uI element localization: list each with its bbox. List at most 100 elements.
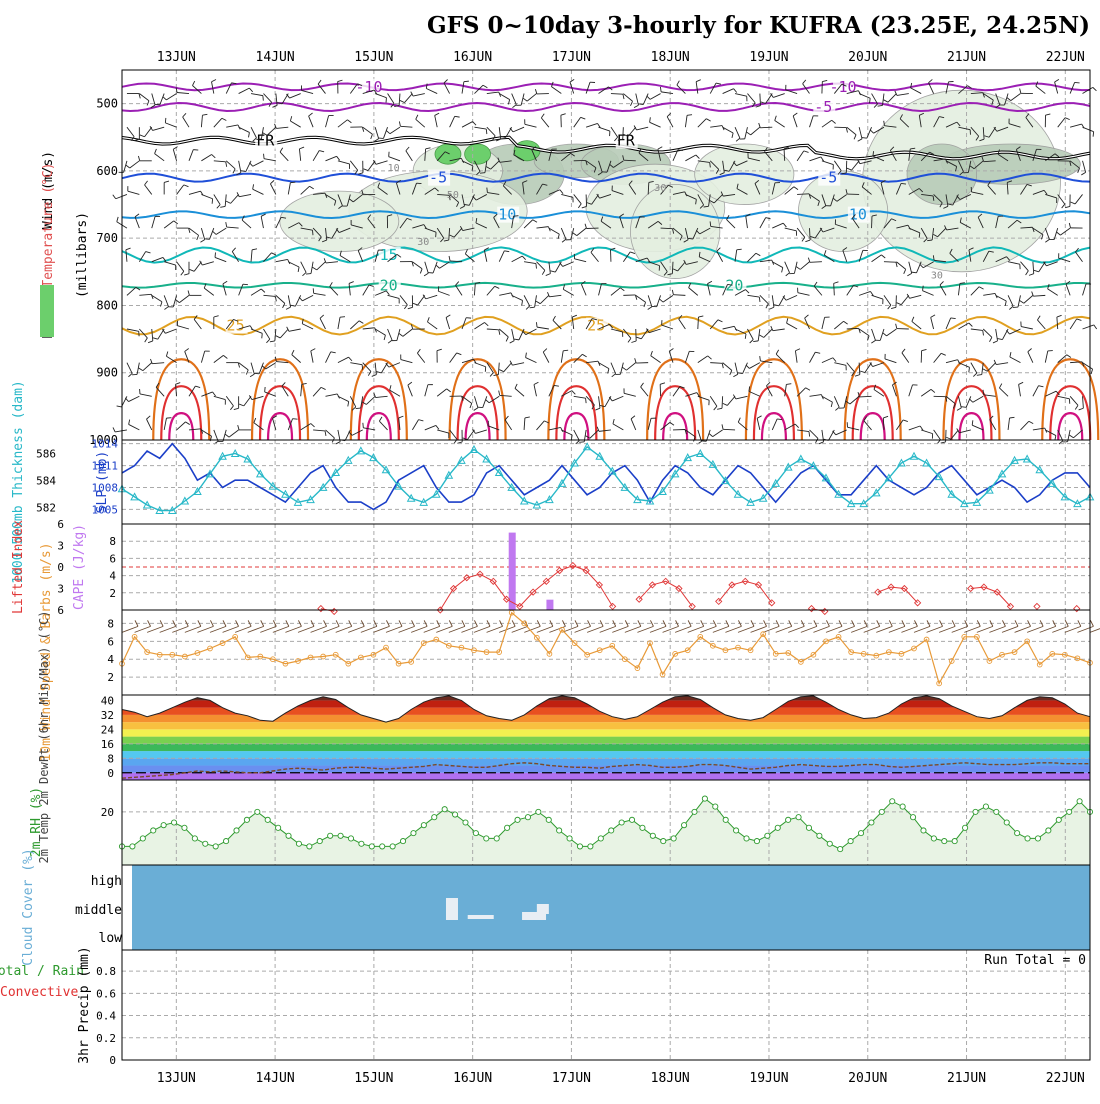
wind-barb <box>417 353 424 362</box>
wind-barb-flag <box>881 255 885 258</box>
wind-barb-10m <box>1065 626 1081 632</box>
wind-barb-flag <box>782 268 783 273</box>
wind-barb-flag <box>816 438 818 442</box>
wind-barb <box>883 418 884 430</box>
wind-barb-flag <box>941 353 946 355</box>
wind-barb <box>923 291 934 296</box>
temperature-contour-label: 10 <box>498 206 516 224</box>
wind-barb-flag <box>1075 405 1078 409</box>
wind-barb <box>723 326 735 329</box>
temperature-contour-label: -5 <box>814 98 832 116</box>
wind-barb-10m <box>474 626 490 632</box>
rh-marker <box>879 809 884 814</box>
wind-barb-10m <box>135 626 151 632</box>
wind-barb <box>345 430 350 441</box>
temp-band <box>122 751 1090 758</box>
wind-barb-flag <box>117 406 122 407</box>
wind-barb <box>785 228 797 231</box>
wind-barb-flag <box>181 271 184 275</box>
wind-barb-flag <box>1029 274 1034 276</box>
wind-barb <box>623 94 632 102</box>
wind-barb-flag <box>146 416 150 419</box>
wind-barb <box>403 329 412 336</box>
wind-barb <box>474 127 486 129</box>
wind-barb-flag <box>745 334 746 339</box>
wind-barb <box>685 351 689 362</box>
wind-barb-flag <box>386 130 390 133</box>
wind-barb-flag <box>311 424 315 427</box>
wind-barb-flag <box>717 408 722 409</box>
wind-barb-flag <box>783 223 786 227</box>
wind-barb-flag <box>275 296 276 301</box>
wind-barb-flag <box>416 115 418 120</box>
wind-barb-10m-flag <box>826 620 829 626</box>
wind-barb <box>747 253 755 261</box>
wind-barb <box>254 423 264 430</box>
wind-barb-flag <box>226 222 227 227</box>
wind-barb-10m <box>637 626 653 632</box>
wind-barb <box>1019 384 1021 396</box>
wind-barb-flag <box>484 322 488 325</box>
wind-barb <box>413 94 425 96</box>
wind-barb <box>1008 262 1020 264</box>
y-tick-label-cape: 6 <box>109 552 116 565</box>
wind-barb <box>326 352 331 363</box>
wind-barb-flag <box>399 333 403 336</box>
wind-barb-10m <box>260 626 276 632</box>
wind-barb-flag <box>174 221 178 224</box>
wind-barb <box>798 293 810 296</box>
wind-barb <box>524 295 530 306</box>
wind-barb <box>650 94 660 100</box>
wind-barb <box>223 284 226 296</box>
lifted-index-marker <box>1034 603 1040 609</box>
wind-barb <box>526 358 537 363</box>
wind-barb <box>822 120 832 127</box>
wind-barb <box>536 421 544 430</box>
rh-marker <box>983 804 988 809</box>
wind-barb <box>723 429 735 430</box>
y-tick-label-cape: 8 <box>109 535 116 548</box>
wind-barb <box>747 94 755 103</box>
wind-barb-flag <box>912 272 917 273</box>
wind-barb <box>164 418 166 430</box>
wind-barb <box>543 352 549 363</box>
wind-barb-10m <box>826 626 842 632</box>
wind-barb-flag <box>546 274 551 276</box>
wind-barb-flag <box>261 289 265 292</box>
wind-barb-10m <box>977 626 993 632</box>
wind-barb-flag <box>223 281 227 284</box>
wind-barb <box>540 295 549 303</box>
wind-barb <box>561 351 563 363</box>
wind-barb-flag <box>833 358 836 362</box>
wind-barb <box>931 317 934 329</box>
rh-marker <box>869 820 874 825</box>
wind-barb <box>251 289 261 295</box>
wind-barb <box>164 221 174 228</box>
rh-shading-high <box>435 144 461 164</box>
wind-barb-flag <box>902 349 905 353</box>
cloud-axis-title: Cloud Cover (%) <box>21 848 36 965</box>
wind-barb <box>263 94 271 103</box>
wind-barb-flag <box>696 155 700 159</box>
wind-barb <box>276 127 288 128</box>
wind-barb <box>631 419 636 430</box>
wind-barb <box>513 127 524 132</box>
wind-barb <box>751 127 760 135</box>
wind-barb <box>326 262 338 263</box>
wind-barb <box>996 295 1007 301</box>
panel-frame <box>122 950 1090 1060</box>
wind-barb-flag <box>325 431 326 436</box>
wind-barb <box>722 396 723 408</box>
wind-barb-flag <box>435 113 439 115</box>
wind-barb-flag <box>252 249 257 250</box>
wind-barb-10m-flag <box>1015 620 1018 626</box>
wind-barb <box>500 395 512 396</box>
wind-barb <box>288 262 299 267</box>
wind-barb-flag <box>214 316 219 317</box>
wind-barb <box>626 363 635 371</box>
wind-barb <box>772 223 783 228</box>
wind-barb-flag <box>444 80 448 83</box>
y-tick-label-cape: 4 <box>109 570 116 583</box>
y-tick-label-cape: 2 <box>109 587 116 600</box>
